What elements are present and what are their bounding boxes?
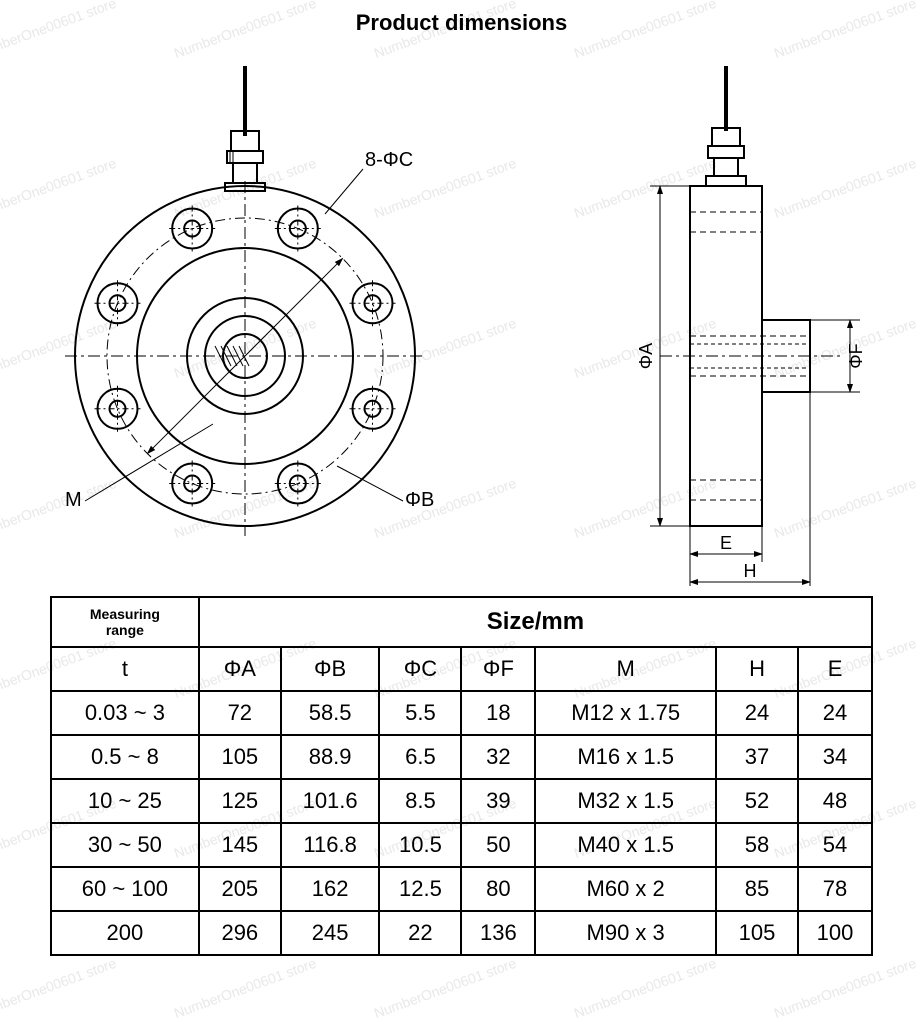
cell: 52 [716, 779, 798, 823]
table-row: 60 ~ 10020516212.580M60 x 28578 [51, 867, 872, 911]
cell: 60 ~ 100 [51, 867, 199, 911]
cell: 101.6 [281, 779, 380, 823]
cell: 136 [461, 911, 535, 955]
cell: 105 [199, 735, 281, 779]
cell: 105 [716, 911, 798, 955]
cell: 200 [51, 911, 199, 955]
cell: 24 [798, 691, 872, 735]
cell: M90 x 3 [535, 911, 716, 955]
cell: 50 [461, 823, 535, 867]
label-m: M [65, 489, 82, 511]
cell: M60 x 2 [535, 867, 716, 911]
cell: 145 [199, 823, 281, 867]
cell: 39 [461, 779, 535, 823]
cell: 10.5 [379, 823, 461, 867]
cell: M16 x 1.5 [535, 735, 716, 779]
cell: 30 ~ 50 [51, 823, 199, 867]
cell: 58.5 [281, 691, 380, 735]
watermark: NumberOne00601 store [172, 955, 319, 1021]
side-view: ΦA ΦF EH [590, 56, 910, 586]
cell: 0.03 ~ 3 [51, 691, 199, 735]
svg-text:ΦA: ΦA [636, 343, 656, 369]
col-header-0: t [51, 647, 199, 691]
cell: 85 [716, 867, 798, 911]
cell: 162 [281, 867, 380, 911]
col-header-2: ΦB [281, 647, 380, 691]
cell: 125 [199, 779, 281, 823]
cell: 12.5 [379, 867, 461, 911]
cell: 5.5 [379, 691, 461, 735]
front-view: 8-ΦC M ΦB [45, 56, 485, 586]
col-header-6: H [716, 647, 798, 691]
table-row: 0.5 ~ 810588.96.532M16 x 1.53734 [51, 735, 872, 779]
cell: 10 ~ 25 [51, 779, 199, 823]
drawings-area: 8-ΦC M ΦB ΦA ΦF EH [0, 46, 923, 586]
cell: 245 [281, 911, 380, 955]
page-title: Product dimensions [0, 0, 923, 46]
cell: 22 [379, 911, 461, 955]
cell: 72 [199, 691, 281, 735]
cell: 54 [798, 823, 872, 867]
watermark: NumberOne00601 store [372, 955, 519, 1021]
cell: 37 [716, 735, 798, 779]
svg-text:E: E [720, 533, 732, 553]
table-row: 10 ~ 25125101.68.539M32 x 1.55248 [51, 779, 872, 823]
cell: 116.8 [281, 823, 380, 867]
cell: 100 [798, 911, 872, 955]
cell: 8.5 [379, 779, 461, 823]
cell: 48 [798, 779, 872, 823]
svg-text:ΦF: ΦF [846, 343, 866, 368]
label-holes: 8-ΦC [365, 149, 413, 171]
table-row: 30 ~ 50145116.810.550M40 x 1.55854 [51, 823, 872, 867]
cell: 88.9 [281, 735, 380, 779]
cell: M12 x 1.75 [535, 691, 716, 735]
col-header-7: E [798, 647, 872, 691]
cell: 24 [716, 691, 798, 735]
cell: 58 [716, 823, 798, 867]
cell: 32 [461, 735, 535, 779]
col-header-1: ΦA [199, 647, 281, 691]
cell: 0.5 ~ 8 [51, 735, 199, 779]
table-row: 0.03 ~ 37258.55.518M12 x 1.752424 [51, 691, 872, 735]
watermark: NumberOne00601 store [572, 955, 719, 1021]
header-size: Size/mm [199, 597, 872, 647]
cell: M32 x 1.5 [535, 779, 716, 823]
cell: M40 x 1.5 [535, 823, 716, 867]
dimensions-table: MeasuringrangeSize/mmtΦAΦBΦCΦFMHE0.03 ~ … [50, 596, 873, 956]
cell: 80 [461, 867, 535, 911]
cell: 18 [461, 691, 535, 735]
cell: 34 [798, 735, 872, 779]
col-header-5: M [535, 647, 716, 691]
watermark: NumberOne00601 store [0, 955, 118, 1021]
label-phib: ΦB [405, 489, 434, 511]
cell: 6.5 [379, 735, 461, 779]
col-header-3: ΦC [379, 647, 461, 691]
col-header-4: ΦF [461, 647, 535, 691]
cell: 205 [199, 867, 281, 911]
cell: 296 [199, 911, 281, 955]
header-measuring-range: Measuringrange [51, 597, 199, 647]
watermark: NumberOne00601 store [772, 955, 919, 1021]
cell: 78 [798, 867, 872, 911]
table-row: 20029624522136M90 x 3105100 [51, 911, 872, 955]
svg-text:H: H [744, 561, 757, 581]
